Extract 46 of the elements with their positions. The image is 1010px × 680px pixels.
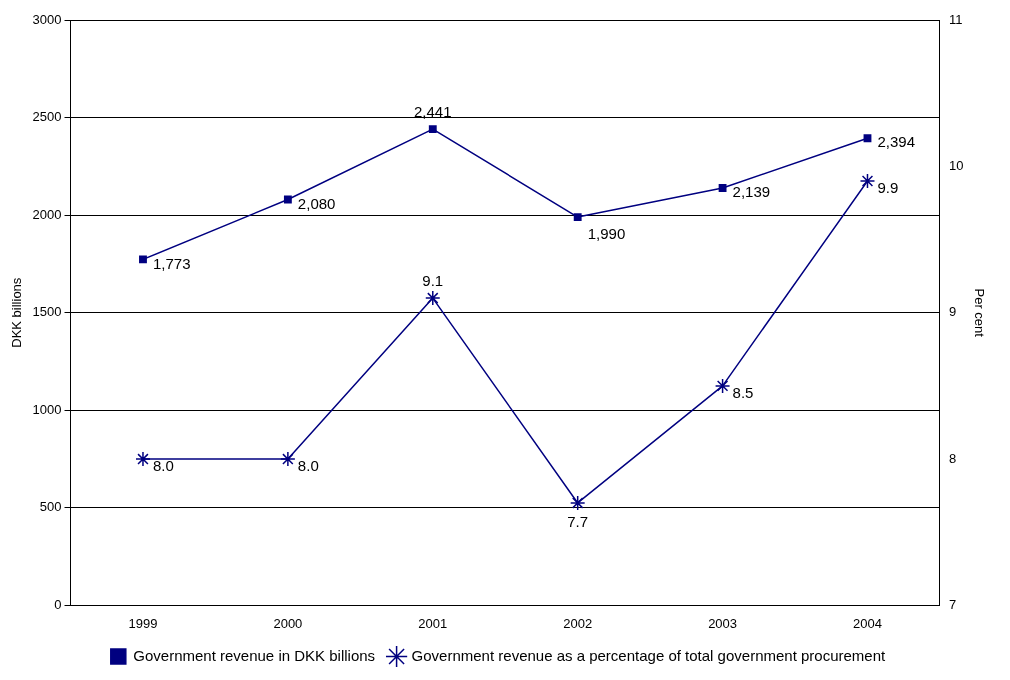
y-tick-label: 1000 [32, 401, 62, 417]
data-label: 9.9 [877, 179, 899, 197]
point [573, 213, 582, 222]
legend-label: Government revenue in DKK billions [133, 646, 376, 664]
x-tick-label: 2001 [418, 615, 448, 631]
data-label: 8.0 [152, 457, 174, 475]
y-axis-title: DKK billions [9, 277, 25, 348]
y-tick-label: 3000 [32, 11, 62, 27]
y2-axis-title: Per cent [971, 288, 987, 338]
y-tick-label: 500 [39, 499, 62, 515]
point [135, 451, 151, 467]
point [425, 290, 441, 306]
x-tick-label: 1999 [128, 615, 158, 631]
point [280, 451, 296, 467]
data-label: 2,394 [877, 133, 916, 151]
data-label: 8.5 [732, 384, 754, 402]
data-label: 2,441 [414, 103, 452, 121]
y2-tick-label: 11 [948, 11, 963, 27]
point [283, 195, 292, 204]
point [863, 134, 872, 143]
x-tick-label: 2002 [563, 615, 593, 631]
y2-tick-label: 9 [948, 304, 957, 320]
point [569, 495, 586, 511]
point [139, 255, 147, 264]
y-tick-label: 0 [54, 596, 62, 612]
data-label: 1,773 [152, 254, 191, 272]
y-tick-label: 2500 [32, 109, 62, 125]
point [859, 173, 876, 189]
point [714, 378, 731, 394]
point [718, 184, 727, 192]
y-tick-label: 1500 [32, 304, 62, 320]
y2-tick-label: 10 [948, 157, 964, 173]
legend-label: Government revenue as a percentage of total government procurement [411, 646, 887, 664]
x-tick-label: 2003 [708, 615, 738, 631]
data-label: 9.1 [422, 272, 444, 290]
data-label: 7.7 [567, 513, 589, 531]
y2-tick-label: 7 [948, 596, 957, 612]
data-label: 8.0 [297, 457, 319, 475]
y-tick-label: 2000 [32, 206, 62, 222]
point [428, 125, 437, 134]
x-tick-label: 2000 [273, 615, 303, 631]
data-label: 2,080 [297, 194, 336, 212]
data-label: 1,990 [587, 225, 626, 243]
x-tick-label: 2004 [853, 615, 882, 631]
y2-tick-label: 8 [948, 450, 957, 466]
data-label: 2,139 [732, 183, 771, 201]
